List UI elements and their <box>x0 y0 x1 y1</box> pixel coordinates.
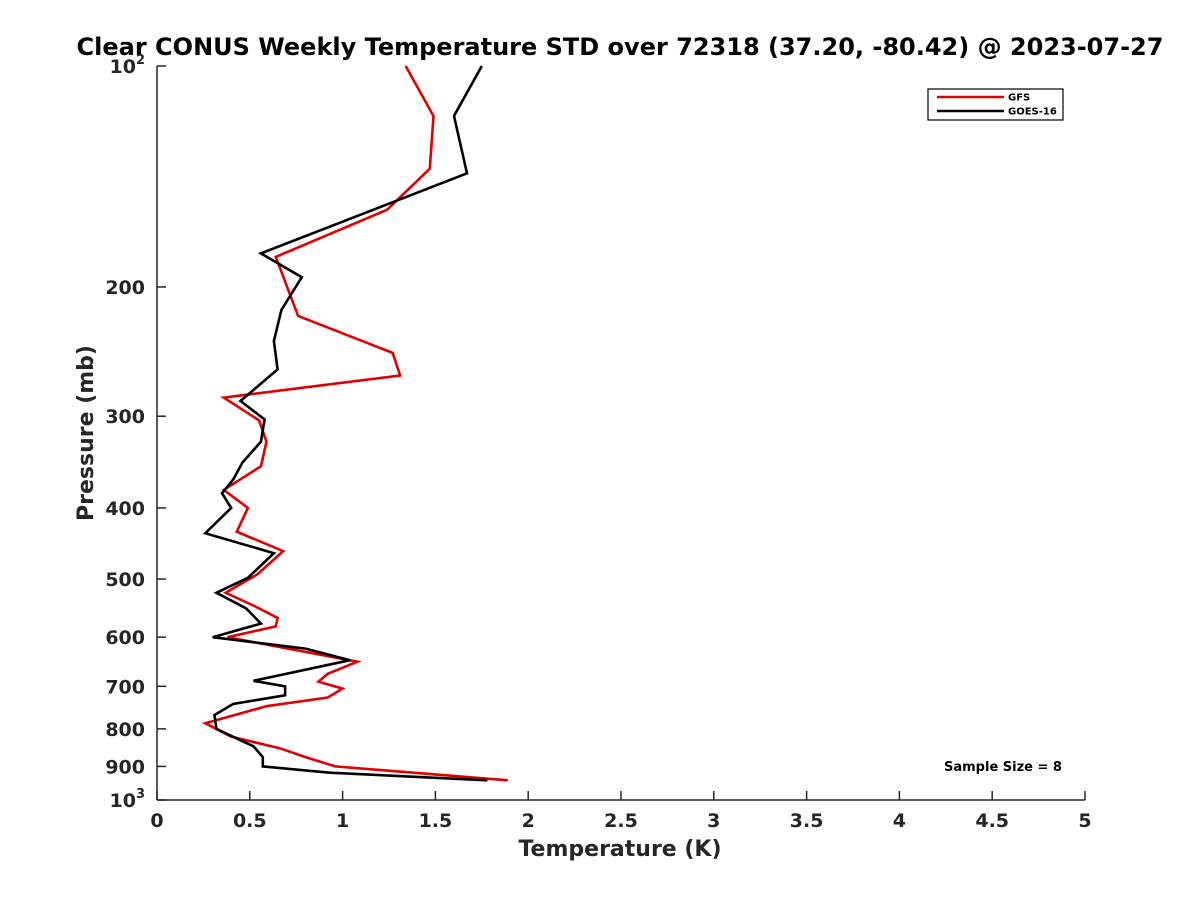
sample-size-annotation: Sample Size = 8 <box>944 760 1062 775</box>
y-tick-label: 900 <box>105 756 145 778</box>
y-tick-label: 800 <box>105 719 145 741</box>
legend-label-goes-16: GOES-16 <box>1008 107 1057 118</box>
legend-label-gfs: GFS <box>1008 93 1030 104</box>
x-tick-label: 0.5 <box>233 810 267 832</box>
y-tick-label: 400 <box>105 498 145 520</box>
y-axis-label: Pressure (mb) <box>74 345 99 521</box>
x-tick-label: 2.5 <box>604 810 638 832</box>
x-tick-label: 3.5 <box>790 810 824 832</box>
y-tick-label: 500 <box>105 569 145 591</box>
x-tick-label: 0 <box>150 810 163 832</box>
x-tick-label: 2 <box>522 810 535 832</box>
x-tick-label: 3 <box>707 810 720 832</box>
chart-title: Clear CONUS Weekly Temperature STD over … <box>77 33 1164 61</box>
x-tick-label: 5 <box>1078 810 1091 832</box>
x-tick-label: 4.5 <box>975 810 1009 832</box>
y-tick-label: 300 <box>105 406 145 428</box>
legend: GFS GOES-16 <box>928 89 1063 120</box>
x-tick-label: 4 <box>893 810 906 832</box>
y-tick-label: 200 <box>105 277 145 299</box>
y-tick-label: 600 <box>105 627 145 649</box>
x-tick-label: 1.5 <box>419 810 453 832</box>
x-axis-label: Temperature (K) <box>518 837 721 862</box>
x-tick-label: 1 <box>336 810 349 832</box>
y-tick-label: 700 <box>105 676 145 698</box>
